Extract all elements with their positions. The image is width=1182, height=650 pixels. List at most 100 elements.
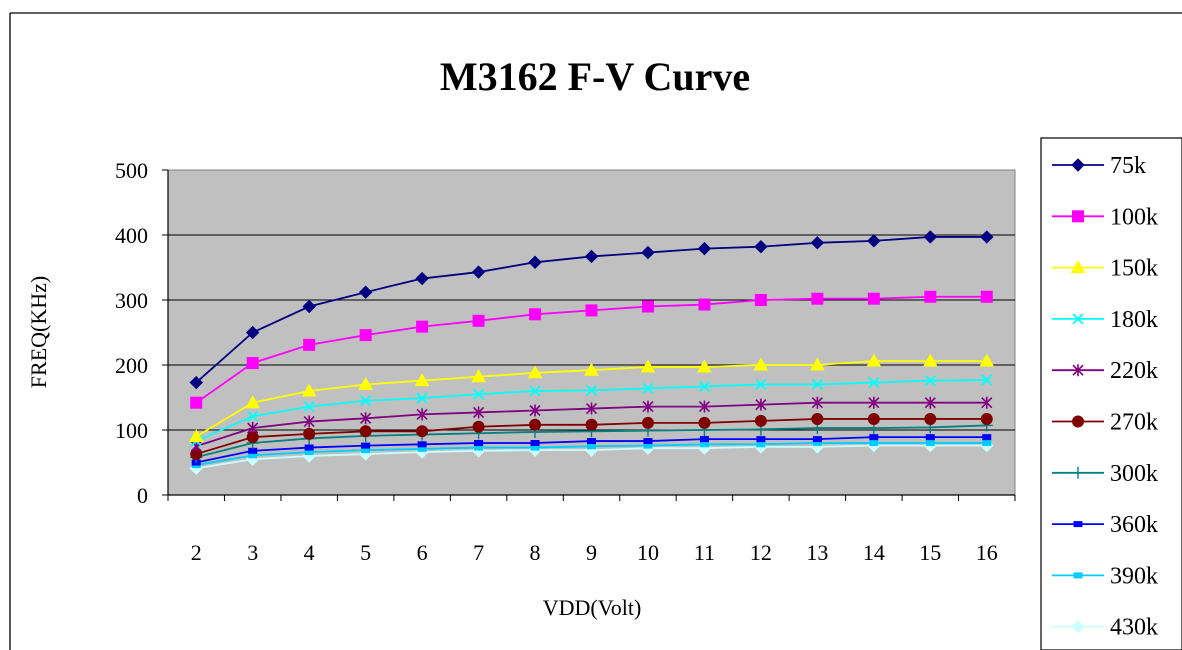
legend-marker	[1072, 415, 1084, 428]
data-point	[474, 440, 484, 446]
data-point	[529, 308, 542, 321]
x-tick-label: 3	[247, 540, 258, 565]
x-tick-label: 16	[976, 540, 998, 565]
data-point	[641, 300, 654, 313]
legend-marker	[1070, 260, 1086, 274]
data-point	[360, 412, 372, 425]
data-point	[980, 230, 994, 244]
legend-label: 360k	[1110, 512, 1158, 538]
data-point	[812, 436, 822, 443]
data-point	[697, 241, 712, 256]
data-point	[810, 357, 825, 371]
x-tick-label: 15	[919, 540, 941, 565]
data-point	[922, 353, 938, 367]
legend-label: 100k	[1110, 204, 1158, 230]
data-point	[982, 440, 992, 446]
legend-marker	[1072, 313, 1084, 325]
data-point	[643, 438, 653, 445]
data-point	[416, 392, 428, 404]
data-point	[754, 414, 767, 427]
data-point	[699, 436, 709, 443]
data-point	[415, 271, 429, 286]
data-point	[529, 385, 541, 397]
legend-item: 220k	[1052, 358, 1158, 384]
data-point	[303, 427, 316, 440]
data-point	[414, 373, 430, 387]
data-point	[982, 434, 992, 441]
data-point	[358, 285, 373, 299]
data-point	[303, 400, 315, 413]
series-layer	[188, 230, 995, 476]
data-point	[755, 398, 767, 411]
data-point	[529, 404, 541, 417]
x-tick-label: 9	[586, 540, 597, 565]
data-point	[472, 314, 485, 327]
data-point	[866, 353, 882, 367]
data-point	[698, 400, 710, 413]
data-point	[416, 408, 428, 421]
legend-label: 180k	[1110, 307, 1158, 333]
data-point	[811, 292, 824, 305]
x-tick-label: 11	[694, 540, 715, 565]
data-point	[584, 249, 599, 264]
data-point	[585, 384, 598, 396]
y-tick-label: 0	[137, 483, 148, 508]
data-point	[924, 374, 936, 387]
data-point	[302, 299, 316, 314]
data-point	[359, 395, 372, 407]
legend-label: 390k	[1110, 563, 1158, 589]
y-tick-label: 200	[115, 353, 148, 378]
data-point	[416, 320, 429, 333]
series-220k	[190, 396, 993, 453]
chart-title: M3162 F-V Curve	[440, 54, 750, 99]
data-point	[754, 239, 768, 254]
data-point	[247, 410, 259, 422]
data-point	[641, 416, 654, 429]
legend-marker	[1073, 572, 1083, 579]
x-axis: 2 3 4 5 6 7 8 9 10 11 12 13 14 15 16	[167, 494, 1016, 565]
x-tick-label: 12	[750, 540, 772, 565]
data-point	[641, 245, 655, 260]
y-tick-label: 100	[115, 418, 148, 443]
series-150k	[188, 353, 995, 442]
data-point	[471, 369, 486, 383]
legend-label: 75k	[1110, 153, 1146, 179]
legend-label: 150k	[1110, 256, 1158, 282]
series-360k	[191, 434, 992, 466]
y-axis-label: FREQ(KHz)	[26, 276, 51, 388]
data-point	[924, 412, 937, 425]
data-point	[980, 412, 993, 425]
data-point	[587, 443, 596, 450]
data-point	[188, 428, 204, 442]
data-point	[472, 388, 485, 400]
data-point	[642, 400, 654, 413]
x-tick-label: 4	[304, 540, 315, 565]
data-point	[245, 325, 260, 340]
data-point	[246, 357, 259, 370]
x-tick-label: 7	[473, 540, 484, 565]
data-point	[981, 374, 993, 386]
data-point	[756, 436, 766, 443]
data-point	[923, 230, 938, 244]
data-point	[867, 412, 880, 425]
data-point	[190, 396, 203, 409]
y-axis: 0 100 200 300 400 500	[115, 158, 169, 508]
data-point	[530, 440, 540, 446]
legend-label: 430k	[1110, 615, 1158, 641]
legend: 75k 100k 150k 180k 220k 270k 300k 360k 390k 430k	[1052, 153, 1158, 641]
legend-item: 300k	[1052, 461, 1158, 487]
data-point	[811, 378, 824, 391]
data-point	[585, 402, 598, 415]
y-tick-label: 400	[115, 223, 148, 248]
data-point	[869, 440, 879, 446]
data-point	[642, 382, 654, 395]
legend-marker	[1071, 158, 1085, 172]
data-point	[189, 375, 203, 390]
data-point	[587, 438, 596, 445]
data-point	[924, 290, 937, 303]
data-point	[417, 441, 427, 448]
legend-item: 100k	[1052, 204, 1158, 230]
data-point	[981, 396, 993, 409]
data-point	[925, 440, 935, 446]
data-point	[810, 236, 825, 250]
